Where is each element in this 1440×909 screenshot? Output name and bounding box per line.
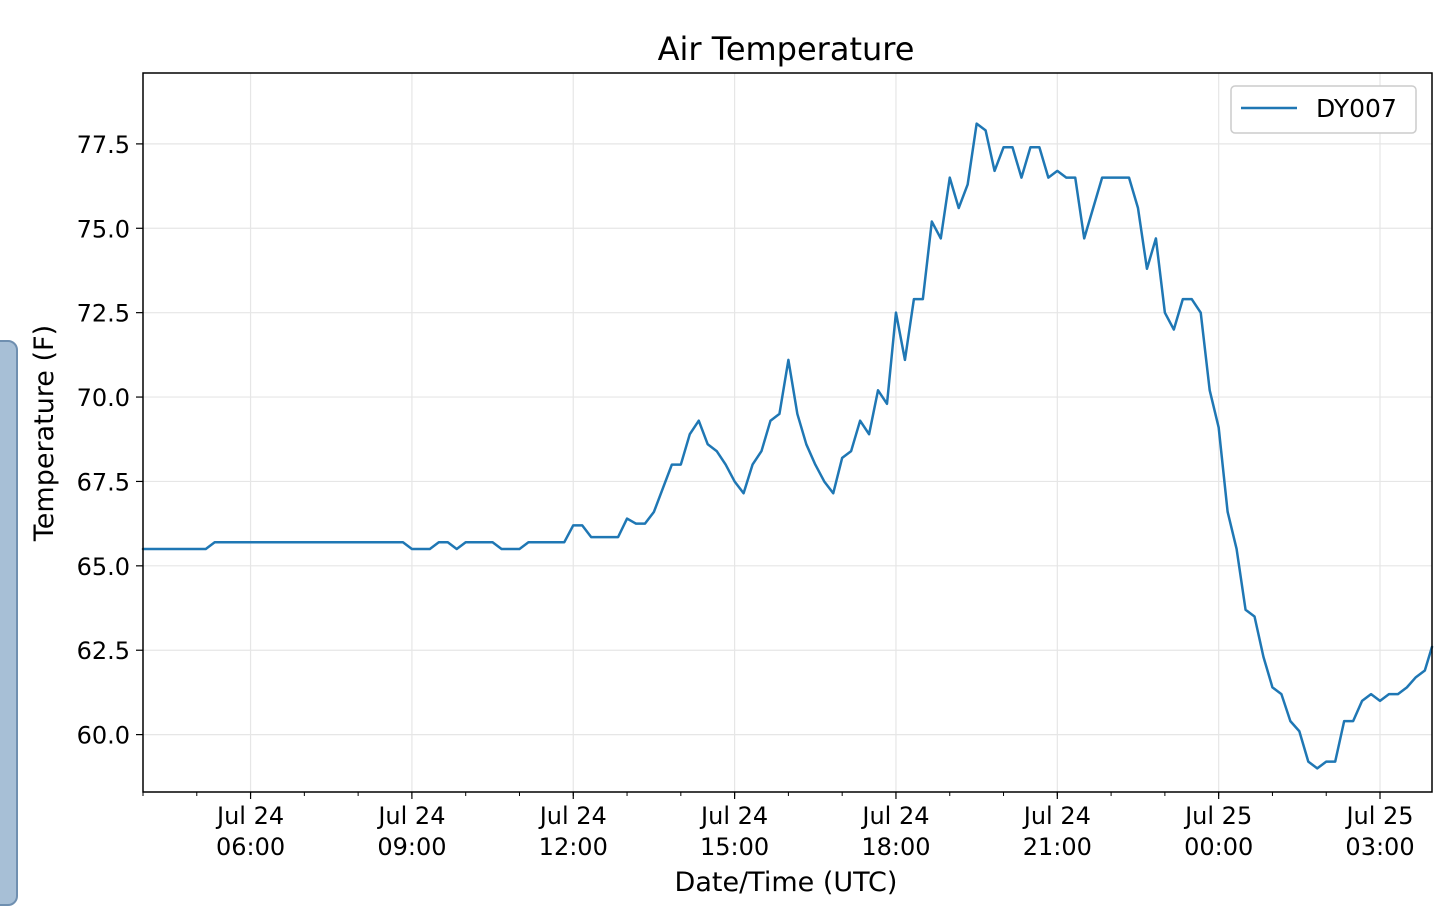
x-tick-label-time: 18:00 <box>861 833 930 861</box>
y-tick-label: 70.0 <box>77 384 130 412</box>
side-panel-edge <box>0 340 18 906</box>
x-tick-label-time: 12:00 <box>539 833 608 861</box>
series-layer <box>141 122 1434 770</box>
y-axis-label: Temperature (F) <box>29 325 60 542</box>
x-tick-label-date: Jul 24 <box>860 802 929 830</box>
chart-title: Air Temperature <box>658 30 915 68</box>
y-tick-label: 75.0 <box>77 215 130 243</box>
legend: DY007 <box>1230 85 1417 134</box>
y-tick-label: 60.0 <box>77 722 130 750</box>
series-line-dy007 <box>141 122 1434 770</box>
x-axis-ticks: Jul 24 06:00 Jul 24 09:00 Jul 24 12:00 Jul 24 1… <box>142 792 1415 861</box>
x-tick-label-time: 03:00 <box>1345 833 1414 861</box>
x-axis-label: Date/Time (UTC) <box>675 867 898 898</box>
x-tick-label-date: Jul 24 <box>538 802 607 830</box>
x-tick-label-date: Jul 25 <box>1183 802 1252 830</box>
y-tick-label: 65.0 <box>77 553 130 581</box>
y-tick-label: 67.5 <box>77 468 130 496</box>
plot-frame <box>142 72 1433 793</box>
y-tick-label: 62.5 <box>77 637 130 665</box>
x-tick-label-time: 09:00 <box>377 833 446 861</box>
grid-lines <box>143 73 1432 792</box>
x-tick-label-date: Jul 24 <box>699 802 768 830</box>
x-tick-label-date: Jul 24 <box>1022 802 1091 830</box>
legend-label-dy007: DY007 <box>1316 94 1397 123</box>
y-tick-label: 72.5 <box>77 300 130 328</box>
x-tick-label-time: 06:00 <box>216 833 285 861</box>
x-tick-label-date: Jul 24 <box>376 802 445 830</box>
x-tick-label-time: 21:00 <box>1023 833 1092 861</box>
y-axis-ticks: 60.0 62.5 65.0 67.5 70.0 72.5 75.0 77.5 <box>77 131 143 750</box>
legend-box <box>1230 85 1417 134</box>
x-tick-label-date: Jul 24 <box>215 802 284 830</box>
x-tick-label-date: Jul 25 <box>1344 802 1413 830</box>
y-tick-label: 77.5 <box>77 131 130 159</box>
x-tick-label-time: 15:00 <box>700 833 769 861</box>
x-tick-label-time: 00:00 <box>1184 833 1253 861</box>
